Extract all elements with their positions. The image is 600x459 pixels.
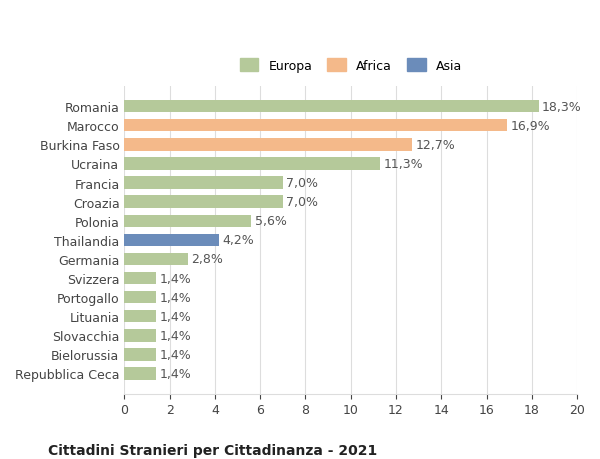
Text: 1,4%: 1,4% — [160, 367, 191, 380]
Legend: Europa, Africa, Asia: Europa, Africa, Asia — [233, 53, 468, 79]
Text: 5,6%: 5,6% — [254, 215, 286, 228]
Text: 1,4%: 1,4% — [160, 310, 191, 323]
Bar — [124, 253, 188, 266]
Bar — [124, 234, 220, 246]
Bar — [124, 215, 251, 228]
Text: 1,4%: 1,4% — [160, 348, 191, 361]
Bar — [124, 310, 156, 323]
Bar — [124, 348, 156, 361]
Text: 2,8%: 2,8% — [191, 253, 223, 266]
Bar — [124, 368, 156, 380]
Text: 1,4%: 1,4% — [160, 329, 191, 342]
Bar — [124, 101, 539, 113]
Text: Cittadini Stranieri per Cittadinanza - 2021: Cittadini Stranieri per Cittadinanza - 2… — [48, 443, 377, 458]
Bar — [124, 139, 412, 151]
Text: 16,9%: 16,9% — [510, 119, 550, 133]
Text: 1,4%: 1,4% — [160, 272, 191, 285]
Text: 12,7%: 12,7% — [415, 139, 455, 151]
Bar — [124, 196, 283, 208]
Text: 4,2%: 4,2% — [223, 234, 254, 247]
Bar — [124, 120, 507, 132]
Text: 7,0%: 7,0% — [286, 196, 318, 209]
Bar — [124, 291, 156, 304]
Bar — [124, 177, 283, 190]
Text: 1,4%: 1,4% — [160, 291, 191, 304]
Bar — [124, 158, 380, 170]
Text: 7,0%: 7,0% — [286, 177, 318, 190]
Bar — [124, 272, 156, 285]
Text: 11,3%: 11,3% — [383, 157, 423, 171]
Bar — [124, 330, 156, 342]
Text: 18,3%: 18,3% — [542, 101, 582, 113]
